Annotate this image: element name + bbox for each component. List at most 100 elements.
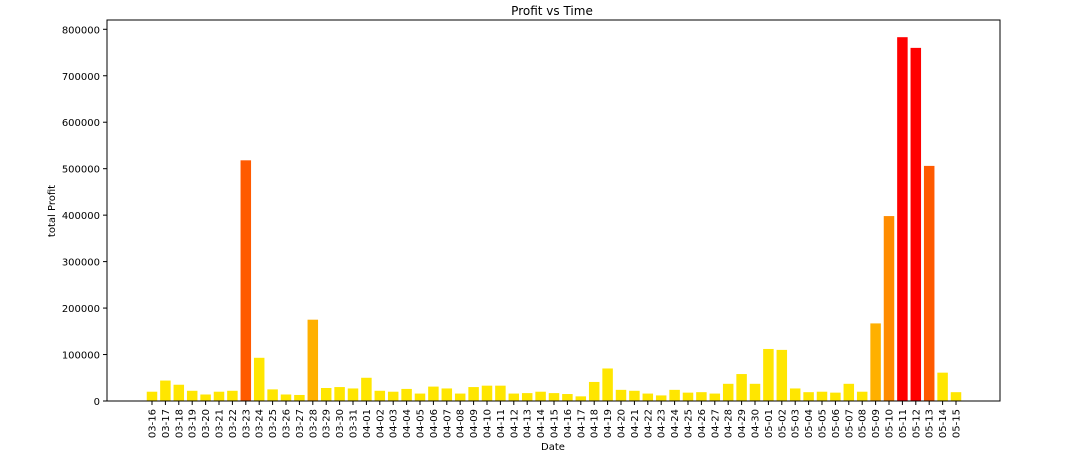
x-tick-label: 03-24 [255,409,266,438]
bar-04-24 [669,389,680,401]
x-tick-label: 04-26 [697,409,708,438]
x-tick-label: 04-03 [389,409,400,438]
x-tick-label: 04-12 [509,409,520,438]
x-tick-label: 04-08 [456,409,467,438]
bar-03-18 [173,384,185,401]
bar-04-05 [414,393,426,401]
bar-03-16 [146,391,158,401]
y-tick-label: 300000 [62,258,100,269]
x-tick-label: 04-27 [710,409,721,438]
bar-04-17 [575,396,587,401]
bar-04-08 [454,393,466,401]
bar-04-21 [629,390,640,401]
x-tick-label: 03-28 [308,409,319,438]
x-tick-label: 03-22 [228,409,239,438]
bar-04-23 [655,395,667,401]
bar-03-22 [227,390,238,401]
y-tick-label: 700000 [62,72,100,83]
bar-04-19 [602,368,613,401]
chart-title: Profit vs Time [511,4,593,18]
y-tick-label: 0 [94,397,100,408]
bar-04-04 [401,388,412,401]
x-tick-label: 03-26 [282,409,293,438]
x-tick-label: 03-19 [188,409,199,438]
bar-04-12 [508,393,520,401]
bar-05-09 [870,323,881,401]
bar-04-15 [548,393,560,401]
x-tick-label: 04-25 [684,409,695,438]
bar-04-01 [361,377,372,401]
bar-03-31 [347,388,359,401]
bar-04-14 [535,391,546,401]
bar-04-06 [428,386,439,401]
x-tick-label: 04-21 [630,409,641,438]
bar-05-01 [763,348,774,401]
y-tick-label: 400000 [62,211,100,222]
bar-04-11 [495,385,506,401]
x-tick-label: 04-24 [670,409,681,438]
bars [146,37,962,401]
bar-04-26 [696,392,707,401]
x-axis-ticks: 03-16 03-17 03-18 03-19 03-20 03-21 03-22 03-23… [148,401,963,438]
x-tick-label: 03-18 [174,409,185,438]
bar-05-14 [937,372,948,401]
x-tick-label: 04-04 [402,409,413,438]
bar-04-29 [736,374,747,401]
x-tick-label: 03-27 [295,409,306,438]
bar-04-02 [374,390,386,401]
x-tick-label: 05-14 [938,409,949,438]
bar-04-03 [387,391,399,401]
x-tick-label: 04-23 [657,409,668,438]
bar-05-10 [883,216,895,401]
x-tick-label: 04-15 [550,409,561,438]
bar-03-20 [200,394,211,401]
bar-03-17 [160,380,171,401]
bar-05-04 [803,392,814,401]
x-tick-label: 04-30 [751,409,762,438]
x-tick-label: 05-07 [844,409,855,438]
x-tick-label: 05-08 [858,409,869,438]
bar-03-25 [267,389,278,401]
x-tick-label: 04-06 [429,409,440,438]
y-tick-label: 100000 [62,351,100,362]
bar-05-15 [950,392,962,401]
y-tick-label: 200000 [62,304,100,315]
x-tick-label: 05-03 [791,409,802,438]
x-tick-label: 04-14 [536,409,547,438]
x-tick-label: 04-28 [724,409,735,438]
bar-04-27 [709,393,721,401]
x-tick-label: 04-17 [576,409,587,438]
x-axis-label: Date [541,442,565,453]
bar-04-18 [588,381,600,401]
x-tick-label: 03-31 [349,409,360,438]
bar-05-03 [789,388,801,401]
x-tick-label: 04-02 [375,409,386,438]
bar-05-08 [856,391,868,401]
bar-04-30 [749,383,761,401]
x-tick-label: 04-13 [523,409,534,438]
x-tick-label: 05-09 [871,409,882,438]
bar-05-02 [776,349,788,401]
bar-04-22 [642,393,654,401]
bar-04-13 [521,393,533,401]
x-tick-label: 03-25 [268,409,279,438]
x-tick-label: 04-05 [416,409,427,438]
x-tick-label: 05-13 [925,409,936,438]
bar-04-20 [615,389,627,401]
plot-frame [106,19,1001,402]
bar-03-24 [253,357,265,401]
bar-03-28 [307,319,319,401]
x-tick-label: 04-19 [603,409,614,438]
x-tick-label: 04-10 [483,409,494,438]
bar-04-07 [441,388,453,401]
x-tick-label: 05-02 [777,409,788,438]
x-tick-label: 04-29 [737,409,748,438]
bar-03-21 [213,391,225,401]
bar-03-19 [186,390,198,401]
y-tick-label: 500000 [62,165,100,176]
bar-04-25 [682,392,694,401]
y-axis-label: total Profit [47,185,58,237]
x-tick-label: 05-15 [952,409,963,438]
x-tick-label: 03-29 [322,409,333,438]
x-tick-label: 05-01 [764,409,775,438]
